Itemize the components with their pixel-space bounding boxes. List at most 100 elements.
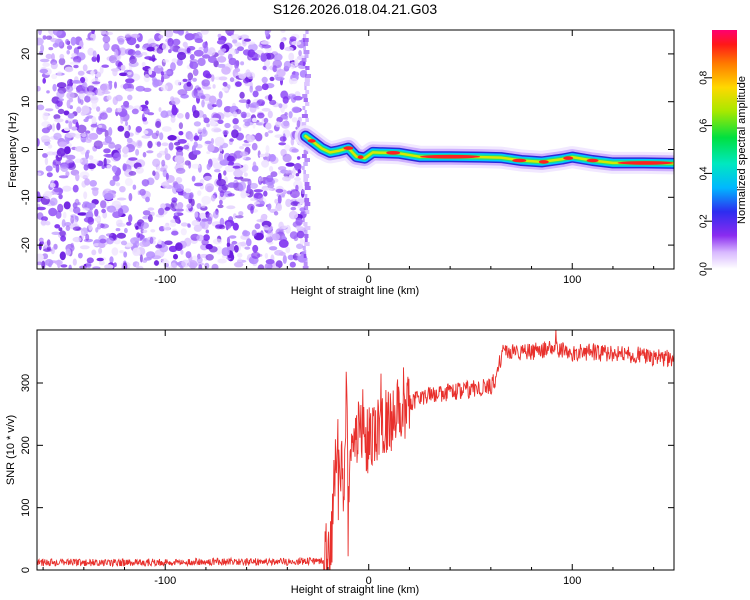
noise-speckle bbox=[72, 236, 82, 243]
noise-speckle bbox=[103, 157, 107, 167]
noise-speckle bbox=[95, 227, 99, 233]
noise-speckle bbox=[53, 114, 61, 120]
noise-speckle bbox=[78, 252, 83, 259]
noise-speckle bbox=[293, 95, 303, 101]
noise-speckle bbox=[71, 126, 78, 131]
noise-speckle bbox=[198, 134, 203, 141]
noise-speckle bbox=[212, 238, 223, 245]
noise-speckle bbox=[174, 183, 184, 192]
noise-edge bbox=[304, 234, 309, 238]
noise-edge bbox=[304, 82, 310, 86]
noise-speckle bbox=[245, 41, 256, 45]
noise-speckle bbox=[297, 203, 302, 209]
noise-speckle bbox=[135, 85, 145, 92]
noise-speckle bbox=[189, 59, 198, 63]
noise-speckle bbox=[139, 254, 143, 263]
noise-speckle bbox=[90, 123, 98, 128]
noise-speckle bbox=[295, 217, 303, 226]
noise-speckle bbox=[291, 106, 301, 114]
noise-edge bbox=[301, 190, 305, 194]
noise-speckle bbox=[204, 262, 210, 269]
noise-speckle bbox=[189, 54, 195, 60]
noise-speckle bbox=[246, 238, 252, 247]
noise-speckle bbox=[278, 221, 284, 230]
noise-speckle bbox=[114, 48, 119, 58]
noise-speckle bbox=[106, 107, 113, 113]
noise-speckle bbox=[81, 105, 90, 115]
colorbar-tick-label: 0.6 bbox=[699, 118, 710, 132]
noise-speckle bbox=[130, 33, 140, 39]
noise-speckle bbox=[149, 236, 154, 245]
noise-speckle bbox=[45, 53, 53, 60]
noise-speckle bbox=[177, 30, 185, 36]
x-tick-label: 0 bbox=[366, 274, 372, 286]
noise-speckle bbox=[39, 58, 50, 63]
noise-speckle bbox=[79, 40, 84, 48]
noise-speckle bbox=[91, 101, 98, 110]
noise-speckle bbox=[88, 222, 93, 231]
noise-speckle bbox=[229, 138, 234, 142]
noise-speckle bbox=[106, 237, 114, 245]
noise-speckle bbox=[221, 66, 231, 75]
noise-speckle bbox=[58, 194, 63, 200]
noise-speckle bbox=[242, 164, 249, 172]
noise-speckle bbox=[147, 207, 155, 211]
noise-speckle bbox=[171, 106, 178, 116]
noise-speckle bbox=[122, 123, 130, 133]
noise-speckle bbox=[200, 204, 206, 208]
noise-speckle bbox=[158, 34, 164, 39]
noise-speckle bbox=[234, 245, 239, 253]
noise-edge bbox=[303, 178, 308, 182]
noise-speckle bbox=[76, 106, 82, 114]
noise-speckle bbox=[279, 136, 287, 142]
noise-speckle bbox=[156, 141, 162, 147]
noise-speckle bbox=[66, 45, 73, 50]
noise-speckle bbox=[54, 118, 64, 123]
noise-speckle bbox=[144, 56, 154, 60]
noise-speckle bbox=[260, 41, 271, 45]
noise-speckle bbox=[187, 72, 194, 81]
noise-speckle bbox=[75, 173, 80, 182]
noise-speckle bbox=[241, 193, 250, 197]
noise-speckle bbox=[203, 117, 210, 124]
track-peak bbox=[343, 146, 354, 150]
noise-speckle bbox=[46, 239, 51, 247]
noise-speckle bbox=[103, 43, 110, 50]
noise-speckle bbox=[115, 228, 121, 232]
noise-speckle bbox=[199, 212, 207, 220]
noise-speckle bbox=[254, 223, 261, 230]
noise-speckle bbox=[158, 226, 165, 232]
noise-speckle bbox=[160, 258, 168, 263]
noise-edge bbox=[304, 86, 307, 90]
noise-speckle bbox=[117, 125, 125, 132]
noise-speckle bbox=[142, 210, 151, 216]
noise-speckle bbox=[218, 152, 223, 161]
noise-speckle bbox=[264, 151, 270, 157]
noise-speckle bbox=[155, 244, 163, 249]
noise-speckle bbox=[262, 180, 267, 185]
noise-speckle bbox=[148, 69, 153, 75]
noise-speckle bbox=[206, 163, 211, 170]
noise-edge bbox=[304, 242, 310, 246]
noise-speckle bbox=[82, 207, 91, 211]
noise-speckle bbox=[63, 201, 71, 210]
noise-speckle bbox=[246, 184, 251, 193]
noise-speckle bbox=[56, 122, 61, 131]
noise-speckle bbox=[208, 47, 216, 56]
y-tick-label: -20 bbox=[20, 237, 32, 253]
spectrogram-y-label: Frequency (Hz) bbox=[7, 112, 19, 188]
noise-speckle bbox=[82, 201, 90, 205]
noise-speckle bbox=[62, 185, 72, 192]
y-tick-label: 200 bbox=[20, 436, 32, 454]
noise-speckle bbox=[101, 64, 109, 68]
y-tick-label: 0 bbox=[20, 567, 32, 573]
noise-speckle bbox=[99, 238, 107, 244]
noise-speckle bbox=[288, 111, 293, 119]
colorbar-tick-label: 0.4 bbox=[699, 166, 710, 180]
noise-speckle bbox=[120, 64, 126, 71]
noise-speckle bbox=[234, 68, 241, 73]
track-peak bbox=[563, 156, 574, 160]
track-peak bbox=[420, 154, 481, 159]
noise-speckle bbox=[71, 80, 82, 84]
